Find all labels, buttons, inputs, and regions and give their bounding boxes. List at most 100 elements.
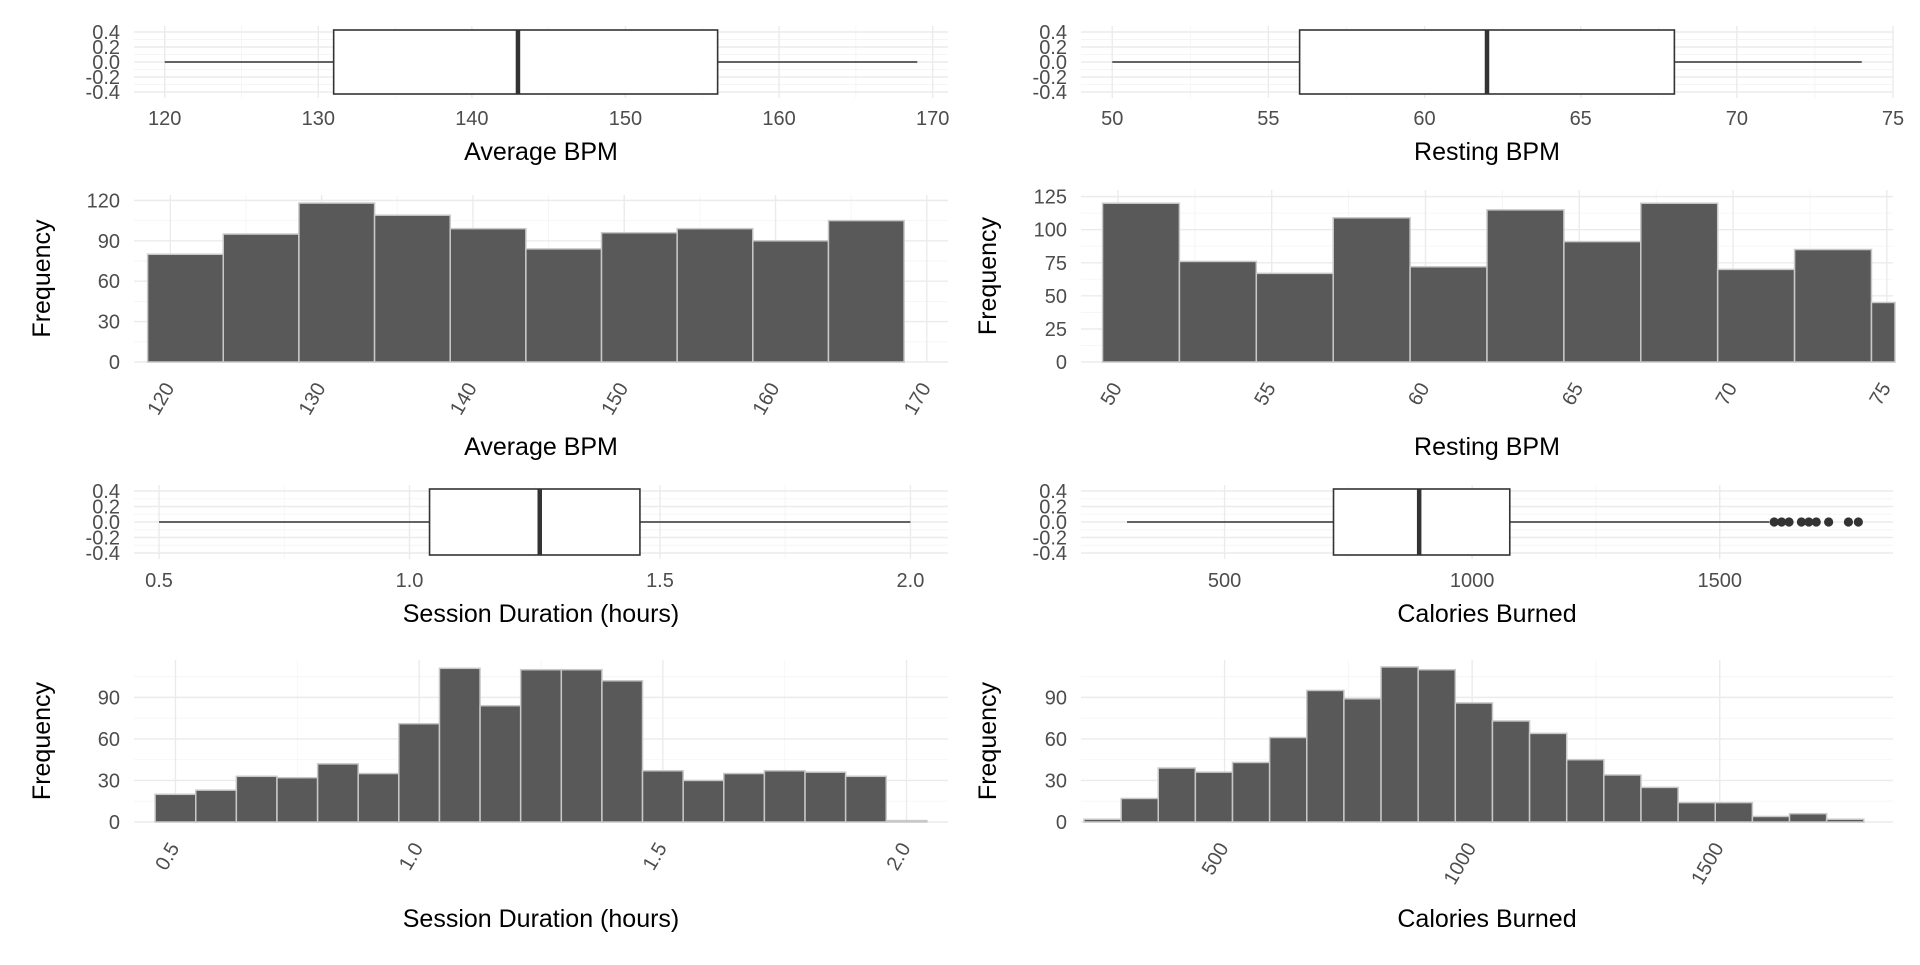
histogram-bar (1409, 265, 1488, 363)
panel-7: 0 30 60 90 0.5 1.0 1.5 2.0 Session Duration (hou… (28, 660, 948, 933)
y-tick-label: 60 (98, 729, 120, 751)
histogram-bar (1417, 668, 1457, 823)
x-tick-label: 75 (1882, 108, 1904, 130)
y-tick-label: 0.4 (1039, 22, 1067, 44)
histogram-bar (1454, 702, 1494, 823)
histogram-bar (1255, 272, 1334, 363)
x-tick-label: 140 (455, 108, 488, 130)
y-tick-label: -0.4 (86, 543, 120, 565)
histogram-bar (1380, 666, 1419, 823)
panel-6: 0.40.20.0-0.2-0.4 500 1000 1500 Calories Bur… (1033, 481, 1893, 628)
x-axis-title: Resting BPM (1414, 138, 1560, 166)
x-axis-title: Session Duration (hours) (403, 905, 680, 933)
x-tick-label: 2.0 (883, 839, 916, 874)
outlier-point (1796, 517, 1807, 527)
y-tick-label: 30 (98, 312, 120, 334)
histogram-bar (316, 763, 359, 823)
histogram-bar (298, 202, 376, 363)
x-tick-label: 75 (1866, 379, 1896, 409)
y-tick-label: 0.0 (1039, 52, 1067, 74)
y-tick-label: 0 (109, 352, 120, 374)
outlier-point (1804, 517, 1814, 527)
y-tick-label: -0.4 (86, 82, 120, 104)
x-tick-label: 65 (1558, 379, 1588, 409)
x-tick-label: 500 (1198, 839, 1234, 879)
histogram-bar (357, 772, 400, 823)
histogram-bar (804, 771, 847, 823)
y-tick-label: 100 (1034, 220, 1067, 242)
y-tick-label: -0.4 (1033, 543, 1067, 565)
x-tick-label: 70 (1726, 108, 1748, 130)
histogram-bar (398, 722, 441, 823)
x-tick-label: 50 (1101, 108, 1123, 130)
x-tick-label: 70 (1712, 379, 1742, 409)
histogram-bar (1603, 774, 1642, 823)
x-axis-title: Calories Burned (1397, 600, 1576, 628)
x-tick-label: 130 (302, 108, 335, 130)
histogram-bar (438, 667, 481, 823)
outlier-point (1776, 517, 1787, 527)
y-tick-label: 0.2 (1039, 37, 1067, 59)
panel-4: 0 25 50 75 100 125 50 55 60 65 70 75 Resting BPM Freq… (974, 187, 1896, 461)
histogram-bar (449, 227, 527, 363)
x-tick-label: 65 (1570, 108, 1592, 130)
histogram-bar (560, 668, 603, 823)
y-tick-label: 0.2 (1039, 497, 1067, 519)
outlier-point (1824, 517, 1834, 527)
x-tick-label: 2.0 (897, 570, 925, 592)
histogram-bar (600, 231, 678, 363)
y-tick-label: -0.4 (1033, 82, 1067, 104)
histogram-bar (752, 240, 830, 363)
y-tick-label: 0.4 (1039, 481, 1067, 503)
histogram-bar (601, 680, 644, 823)
x-tick-label: 1500 (1687, 839, 1728, 889)
outlier-point (1811, 517, 1821, 527)
x-tick-label: 60 (1413, 108, 1435, 130)
x-axis-title: Resting BPM (1414, 433, 1560, 461)
histogram-bar (1101, 202, 1181, 363)
y-tick-label: -0.2 (1033, 528, 1067, 550)
y-tick-label: 50 (1045, 286, 1067, 308)
x-tick-label: 150 (597, 379, 633, 419)
y-tick-label: 60 (98, 271, 120, 293)
histogram-bar (519, 668, 563, 823)
x-tick-label: 55 (1257, 108, 1279, 130)
histogram-bar (525, 248, 603, 363)
histogram-bar (1825, 818, 1865, 823)
panel-3: 0 30 60 90 120 120 130 140 150 160 170 Average BPM F… (28, 190, 948, 461)
outlier-point (1853, 517, 1863, 527)
y-tick-label: 0.4 (92, 481, 120, 503)
x-axis-title: Calories Burned (1397, 905, 1576, 933)
panel-1: 0.40.20.0-0.2-0.4 120 130 140 150 160 170 Avera… (86, 22, 950, 166)
panel-2: 0.40.20.0-0.2-0.4 50 55 60 65 70 75 Resting BPM (1033, 22, 1905, 166)
y-tick-label: 0 (1056, 352, 1067, 374)
y-tick-label: 125 (1034, 187, 1067, 209)
histogram-bar (1677, 801, 1717, 823)
y-tick-label: 25 (1045, 319, 1067, 341)
y-tick-label: 75 (1045, 253, 1067, 275)
histogram-bar (146, 253, 225, 363)
x-axis-title: Average BPM (464, 138, 618, 166)
histogram-bar (1870, 301, 1896, 363)
y-tick-label: 0.2 (92, 497, 120, 519)
y-tick-label: 0.0 (92, 512, 120, 534)
y-tick-label: 90 (1045, 687, 1067, 709)
histogram-bar (1194, 771, 1234, 823)
histogram-bar (827, 219, 905, 363)
x-tick-label: 500 (1208, 570, 1241, 592)
histogram-bar (1714, 801, 1754, 823)
histogram-bar (844, 775, 887, 823)
histogram-bar (723, 772, 766, 823)
x-tick-label: 50 (1097, 379, 1127, 409)
histogram-bar (195, 789, 238, 823)
x-tick-label: 120 (143, 379, 179, 419)
panel-5: 0.40.20.0-0.2-0.4 0.5 1.0 1.5 2.0 Session Dur… (86, 481, 948, 628)
panel-8: 0 30 60 90 500 1000 1500 Calories Burned Frequen… (974, 660, 1893, 933)
y-tick-label: 120 (87, 190, 120, 212)
y-tick-label: 0.0 (92, 52, 120, 74)
x-tick-label: 60 (1404, 379, 1434, 409)
histogram-bar (885, 819, 928, 823)
y-tick-label: -0.2 (86, 528, 120, 550)
y-axis-title: Frequency (28, 219, 56, 338)
y-axis-title: Frequency (974, 681, 1002, 800)
